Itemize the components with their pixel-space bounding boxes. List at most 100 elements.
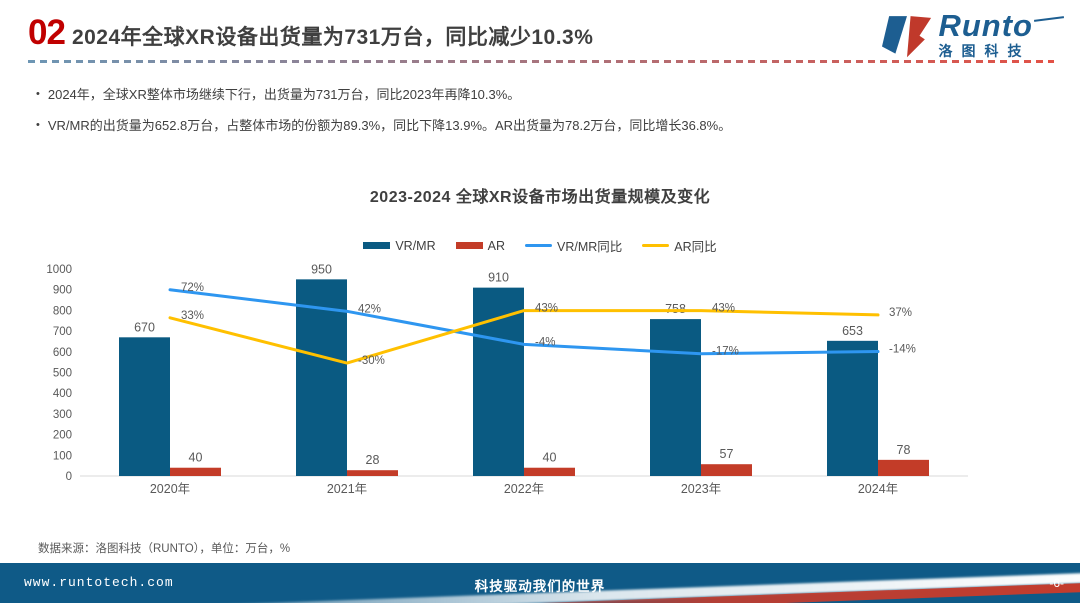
- bar-value-label: 950: [311, 262, 332, 276]
- bullet-dot: •: [36, 119, 40, 131]
- divider-dash: [292, 60, 299, 63]
- divider-dash: [40, 60, 47, 63]
- divider-dash: [136, 60, 143, 63]
- divider-dash: [544, 60, 551, 63]
- divider-dash: [700, 60, 707, 63]
- divider-dash: [904, 60, 911, 63]
- line-value-label: 43%: [712, 303, 735, 315]
- legend-item: VR/MR同比: [525, 236, 622, 255]
- legend-swatch: [642, 244, 670, 247]
- dashed-divider: [28, 60, 1054, 63]
- vrmr-bar: [827, 340, 878, 476]
- divider-dash: [688, 60, 695, 63]
- divider-dash: [172, 60, 179, 63]
- divider-dash: [640, 60, 647, 63]
- logo-overline: [1033, 16, 1065, 22]
- line-value-label: -30%: [358, 355, 385, 367]
- divider-dash: [808, 60, 815, 63]
- divider-dash: [676, 60, 683, 63]
- line-value-label: 43%: [535, 303, 558, 315]
- y-tick-label: 400: [53, 388, 72, 400]
- ar-bar: [701, 464, 752, 476]
- divider-dash: [532, 60, 539, 63]
- divider-dash: [184, 60, 191, 63]
- y-tick-label: 600: [53, 347, 72, 359]
- line-value-label: -14%: [889, 344, 916, 356]
- divider-dash: [964, 60, 971, 63]
- divider-dash: [88, 60, 95, 63]
- divider-dash: [976, 60, 983, 63]
- divider-dash: [472, 60, 479, 63]
- divider-dash: [988, 60, 995, 63]
- bullet-dot: •: [36, 88, 40, 100]
- page-title: 2024年全球XR设备出货量为731万台，同比减少10.3%: [71, 26, 594, 49]
- divider-dash: [436, 60, 443, 63]
- divider-dash: [568, 60, 575, 63]
- divider-dash: [736, 60, 743, 63]
- divider-dash: [892, 60, 899, 63]
- divider-dash: [232, 60, 239, 63]
- header: 02 2024年全球XR设备出货量为731万台，同比减少10.3%: [28, 14, 593, 52]
- x-category-label: 2024年: [858, 482, 898, 496]
- vrmr-bar: [650, 319, 701, 476]
- bar-value-label: 57: [720, 447, 734, 461]
- legend-label: VR/MR: [395, 238, 436, 253]
- bullet-text: VR/MR的出货量为652.8万台，占整体市场的份额为89.3%，同比下降13.…: [47, 118, 732, 133]
- legend-swatch: [363, 242, 391, 249]
- divider-dash: [400, 60, 407, 63]
- line-value-label: -17%: [712, 346, 739, 358]
- chart-legend: VR/MR AR VR/MR同比 AR同比: [0, 236, 1080, 255]
- ar-bar: [878, 459, 929, 476]
- divider-dash: [256, 60, 263, 63]
- y-tick-label: 500: [53, 368, 72, 380]
- divider-dash: [616, 60, 623, 63]
- x-category-label: 2022年: [504, 482, 544, 496]
- divider-dash: [268, 60, 275, 63]
- divider-dash: [916, 60, 923, 63]
- divider-dash: [928, 60, 935, 63]
- divider-dash: [508, 60, 515, 63]
- divider-dash: [208, 60, 215, 63]
- divider-dash: [196, 60, 203, 63]
- divider-dash: [520, 60, 527, 63]
- footer-website: www.runtotech.com: [24, 575, 174, 590]
- legend-item: AR同比: [642, 236, 717, 255]
- bar-value-label: 40: [543, 451, 557, 465]
- vrmr-bar: [119, 337, 170, 476]
- divider-dash: [1000, 60, 1007, 63]
- divider-dash: [628, 60, 635, 63]
- divider-dash: [124, 60, 131, 63]
- bar-value-label: 670: [134, 320, 155, 334]
- legend-swatch: [455, 242, 483, 249]
- bullet-item: • 2024年，全球XR整体市场继续下行，出货量为731万台，同比2023年再降…: [36, 86, 1036, 103]
- divider-dash: [64, 60, 71, 63]
- y-tick-label: 900: [53, 285, 72, 297]
- y-tick-label: 100: [53, 450, 72, 462]
- divider-dash: [76, 60, 83, 63]
- bullet-text: 2024年，全球XR整体市场继续下行，出货量为731万台，同比2023年再降10…: [47, 87, 521, 102]
- y-tick-label: 700: [53, 326, 72, 338]
- legend-label: AR: [487, 238, 505, 253]
- x-category-label: 2023年: [681, 482, 721, 496]
- chart-title: 2023-2024 全球XR设备市场出货量规模及变化: [369, 189, 711, 206]
- logo-brand: Runto: [938, 8, 1033, 43]
- runto-logo: Runto 洛图科技: [880, 8, 1065, 59]
- divider-dash: [940, 60, 947, 63]
- logo-text: Runto 洛图科技: [938, 8, 1065, 58]
- divider-dash: [652, 60, 659, 63]
- divider-dash: [244, 60, 251, 63]
- yoy-line: [168, 309, 880, 365]
- x-category-label: 2021年: [327, 482, 367, 496]
- divider-dash: [364, 60, 371, 63]
- legend-swatch: [525, 244, 552, 247]
- source-note: 数据来源：洛图科技（RUNTO），单位：万台，%: [38, 543, 291, 555]
- divider-dash: [856, 60, 863, 63]
- footer-slogan: 科技驱动我们的世界: [474, 579, 606, 594]
- legend-item: AR: [455, 238, 505, 253]
- divider-dash: [328, 60, 335, 63]
- divider-dash: [1036, 60, 1043, 63]
- y-tick-label: 800: [53, 305, 72, 317]
- divider-dash: [412, 60, 419, 63]
- divider-dash: [880, 60, 887, 63]
- divider-dash: [496, 60, 503, 63]
